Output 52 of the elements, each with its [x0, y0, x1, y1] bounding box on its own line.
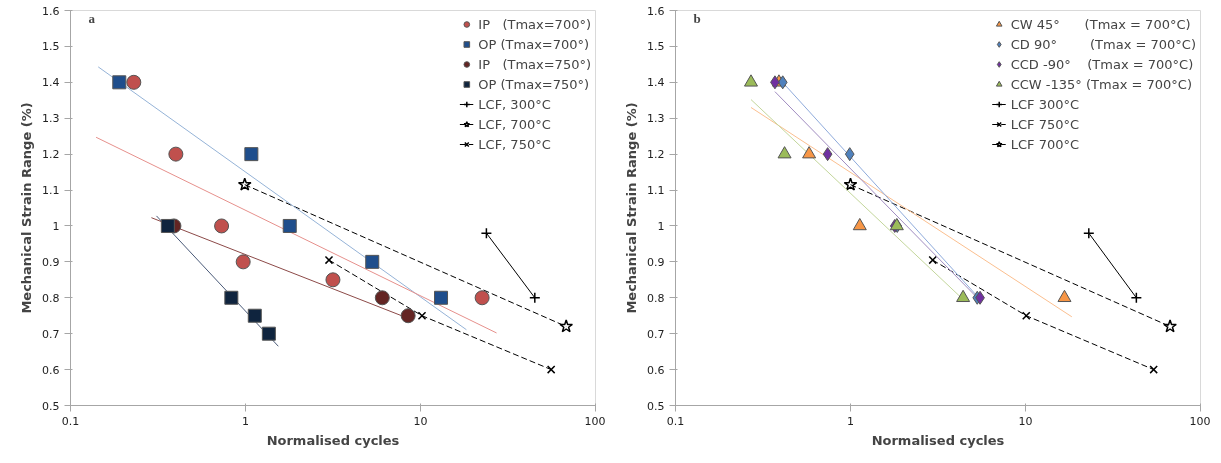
annotation: a [88, 10, 96, 26]
y-tick-label: 0.5 [647, 399, 665, 413]
y-axis-title: Mechanical Strain Range (%) [19, 102, 35, 314]
x-tick-label: 1 [242, 414, 249, 428]
legend-label: CD 90° (Tmax = 700°C) [1010, 36, 1196, 52]
y-tick-label: 0.7 [647, 327, 665, 341]
legend-label: CCW -135° (Tmax = 700°C) [1010, 76, 1192, 92]
legend-label: LCF, 300°C [478, 96, 551, 112]
y-tick-label: 0.8 [647, 291, 665, 305]
y-tick-label: 1.6 [647, 4, 665, 18]
x-tick-label: 10 [1018, 414, 1033, 428]
y-tick-label: 0.6 [42, 363, 60, 377]
x-axis-title: Normalised cycles [871, 432, 1005, 448]
y-tick-label: 0.8 [42, 291, 60, 305]
legend-label: OP (Tmax=700°) [478, 36, 590, 52]
legend-label: CCD -90° (Tmax = 700°C) [1010, 56, 1194, 72]
y-tick-label: 0.6 [647, 363, 665, 377]
y-tick-label: 1.1 [647, 184, 665, 198]
x-tick-label: 100 [1189, 414, 1211, 428]
legend-label: CW 45° (Tmax = 700°C) [1010, 16, 1191, 32]
legend-label: IP (Tmax=700°) [478, 16, 591, 32]
y-tick-label: 1.4 [42, 76, 60, 90]
y-tick-label: 1.3 [42, 112, 60, 126]
y-tick-label: 1.5 [42, 40, 60, 54]
legend-label: IP (Tmax=750°) [478, 56, 591, 72]
x-axis-title: Normalised cycles [266, 432, 400, 448]
legend-label: LCF 750°C [1010, 116, 1080, 132]
y-tick-label: 0.5 [42, 399, 60, 413]
x-tick-label: 1 [847, 414, 854, 428]
y-tick-label: 1 [52, 219, 60, 233]
y-tick-label: 1.2 [647, 148, 665, 162]
x-tick-label: 10 [413, 414, 428, 428]
x-tick-label: 0.1 [666, 414, 685, 428]
legend-label: OP (Tmax=750°) [478, 76, 590, 92]
y-tick-label: 0.9 [647, 255, 665, 269]
legend-label: LCF, 750°C [478, 136, 551, 152]
y-tick-label: 0.9 [42, 255, 60, 269]
y-tick-label: 1.2 [42, 148, 60, 162]
annotation: b [693, 10, 701, 26]
y-tick-label: 1 [657, 219, 665, 233]
y-axis-title: Mechanical Strain Range (%) [624, 102, 640, 314]
x-tick-label: 0.1 [61, 414, 80, 428]
legend-label: LCF 300°C [1010, 96, 1080, 112]
y-tick-label: 1.1 [42, 184, 60, 198]
legend-label: LCF, 700°C [478, 116, 551, 132]
y-tick-label: 1.5 [647, 40, 665, 54]
x-tick-label: 100 [584, 414, 606, 428]
y-tick-label: 0.7 [42, 327, 60, 341]
y-tick-label: 1.6 [42, 4, 60, 18]
y-tick-label: 1.4 [647, 76, 665, 90]
y-tick-label: 1.3 [647, 112, 665, 126]
legend-label: LCF 700°C [1010, 136, 1080, 152]
